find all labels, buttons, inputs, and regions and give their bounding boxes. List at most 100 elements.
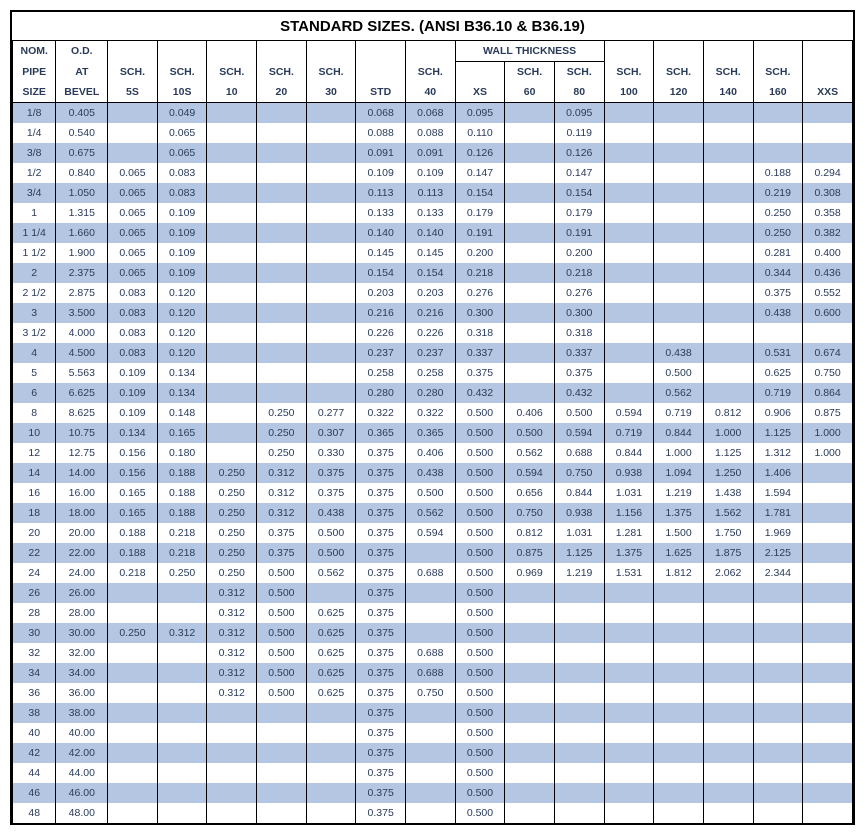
table-cell xyxy=(306,203,356,223)
table-cell: 0.594 xyxy=(554,423,604,443)
header-cell xyxy=(753,41,803,62)
table-row: 2 1/22.8750.0830.1200.2030.2030.2760.276… xyxy=(13,283,853,303)
table-cell: 0.276 xyxy=(554,283,604,303)
table-cell xyxy=(753,723,803,743)
table-cell: 0.500 xyxy=(257,583,307,603)
table-cell: 24 xyxy=(13,563,56,583)
table-cell: 1.812 xyxy=(654,563,704,583)
table-row: 1414.000.1560.1880.2500.3120.3750.3750.4… xyxy=(13,463,853,483)
table-cell: 0.625 xyxy=(306,603,356,623)
table-cell: 0.237 xyxy=(406,343,456,363)
table-cell: 0.110 xyxy=(455,123,505,143)
table-cell: 1.781 xyxy=(753,503,803,523)
table-container: STANDARD SIZES. (ANSI B36.10 & B36.19) N… xyxy=(10,10,855,825)
table-cell: 0.179 xyxy=(554,203,604,223)
header-cell xyxy=(356,41,406,62)
table-cell xyxy=(257,223,307,243)
table-cell xyxy=(108,803,158,823)
table-cell: 0.864 xyxy=(803,383,853,403)
table-cell xyxy=(604,283,654,303)
table-cell: 0.562 xyxy=(505,443,555,463)
table-cell xyxy=(654,683,704,703)
header-cell xyxy=(108,41,158,62)
table-cell: 3 1/2 xyxy=(13,323,56,343)
table-cell: 0.312 xyxy=(157,623,207,643)
table-cell: 0.277 xyxy=(306,403,356,423)
table-cell xyxy=(554,663,604,683)
table-cell: 0.191 xyxy=(455,223,505,243)
table-cell: 0.065 xyxy=(108,263,158,283)
table-cell xyxy=(505,203,555,223)
table-cell: 0.375 xyxy=(356,763,406,783)
table-cell: 0.120 xyxy=(157,343,207,363)
table-cell: 0.500 xyxy=(455,503,505,523)
table-cell: 28.00 xyxy=(56,603,108,623)
table-cell: 36.00 xyxy=(56,683,108,703)
table-cell: 0.375 xyxy=(455,363,505,383)
table-cell xyxy=(157,583,207,603)
table-cell: 0.375 xyxy=(356,523,406,543)
table-cell xyxy=(604,183,654,203)
table-cell: 0.250 xyxy=(753,223,803,243)
table-cell xyxy=(604,703,654,723)
table-cell: 0.065 xyxy=(108,243,158,263)
table-cell xyxy=(803,663,853,683)
table-cell: 0.322 xyxy=(406,403,456,423)
table-cell: 0.337 xyxy=(554,343,604,363)
table-cell xyxy=(554,623,604,643)
table-cell xyxy=(753,783,803,803)
table-cell xyxy=(803,783,853,803)
table-cell: 0.280 xyxy=(406,383,456,403)
header-cell: SCH. xyxy=(604,62,654,83)
table-cell xyxy=(257,203,307,223)
table-cell: 0.969 xyxy=(505,563,555,583)
table-cell: 0.375 xyxy=(554,363,604,383)
table-cell: 0.375 xyxy=(356,663,406,683)
table-cell xyxy=(703,203,753,223)
table-cell: 20 xyxy=(13,523,56,543)
table-cell: 0.200 xyxy=(455,243,505,263)
table-cell: 0.438 xyxy=(753,303,803,323)
header-cell xyxy=(406,41,456,62)
table-cell xyxy=(703,803,753,823)
table-cell xyxy=(753,703,803,723)
table-cell xyxy=(257,263,307,283)
table-cell xyxy=(803,503,853,523)
table-cell: 34.00 xyxy=(56,663,108,683)
table-cell xyxy=(505,683,555,703)
table-cell: 1.000 xyxy=(803,443,853,463)
table-cell: 26 xyxy=(13,583,56,603)
table-cell: 0.068 xyxy=(356,103,406,124)
header-cell xyxy=(455,62,505,83)
header-cell: SCH. xyxy=(406,62,456,83)
table-cell xyxy=(257,803,307,823)
table-cell: 0.375 xyxy=(356,623,406,643)
table-cell: 0.344 xyxy=(753,263,803,283)
table-cell: 0.281 xyxy=(753,243,803,263)
table-cell: 0.065 xyxy=(108,183,158,203)
table-cell: 0.065 xyxy=(108,163,158,183)
table-cell: 0.226 xyxy=(406,323,456,343)
header-cell: SIZE xyxy=(13,82,56,103)
table-cell: 32 xyxy=(13,643,56,663)
table-cell: 1.050 xyxy=(56,183,108,203)
header-cell: SCH. xyxy=(306,62,356,83)
table-row: 33.5000.0830.1200.2160.2160.3000.3000.43… xyxy=(13,303,853,323)
header-cell: AT xyxy=(56,62,108,83)
header-cell: 10 xyxy=(207,82,257,103)
table-cell: 44.00 xyxy=(56,763,108,783)
table-cell: 0.145 xyxy=(356,243,406,263)
table-cell: 0.500 xyxy=(455,683,505,703)
table-cell xyxy=(604,603,654,623)
table-cell: 2.344 xyxy=(753,563,803,583)
table-cell: 0.109 xyxy=(157,223,207,243)
table-cell: 0.562 xyxy=(406,503,456,523)
table-cell: 1.000 xyxy=(703,423,753,443)
table-cell xyxy=(207,703,257,723)
table-cell: 0.237 xyxy=(356,343,406,363)
table-row: 2424.000.2180.2500.2500.5000.5620.3750.6… xyxy=(13,563,853,583)
table-cell xyxy=(505,643,555,663)
table-cell xyxy=(207,123,257,143)
table-cell xyxy=(406,803,456,823)
table-cell xyxy=(703,343,753,363)
